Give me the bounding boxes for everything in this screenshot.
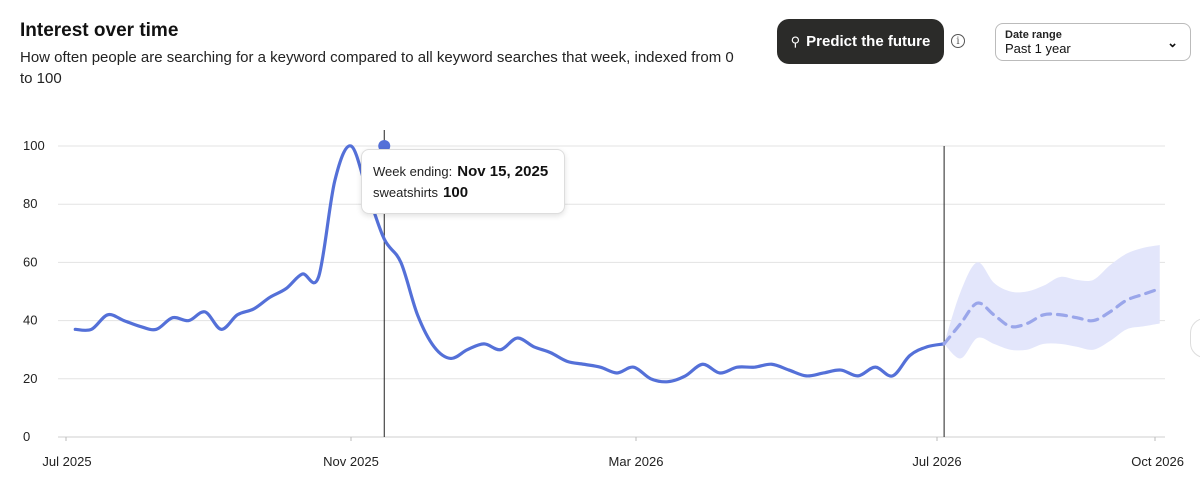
tooltip-keyword: sweatshirts [373,185,439,200]
y-tick-label: 100 [23,138,45,153]
y-tick-label: 40 [23,313,37,328]
lightbulb-icon: ⚲ [790,33,801,49]
y-tick-label: 80 [23,196,37,211]
x-tick-label: Oct 2026 [1131,454,1184,469]
tooltip-value: 100 [443,184,469,201]
x-tick-label: Jul 2025 [42,454,91,469]
page-subtitle: How often people are searching for a key… [20,49,734,87]
predict-future-button[interactable]: ⚲ Predict the future [777,19,944,64]
page-title: Interest over time [20,20,179,41]
predict-future-label: Predict the future [806,33,931,50]
x-tick-label: Mar 2026 [609,454,664,469]
chart-tooltip: Week ending: Nov 15, 2025 sweatshirts 100 [361,149,565,214]
y-tick-label: 20 [23,371,37,386]
chevron-down-icon: ⌄ [1167,35,1178,50]
tooltip-week-value: Nov 15, 2025 [457,163,549,180]
date-range-value: Past 1 year [1005,41,1071,56]
date-range-label: Date range [1005,29,1062,41]
series-line-sweatshirts [73,144,946,384]
x-tick-label: Jul 2026 [912,454,961,469]
x-tick-label: Nov 2025 [323,454,379,469]
series-line-forecast [942,286,1162,346]
y-tick-label: 60 [23,254,37,269]
y-tick-label: 0 [23,429,30,444]
info-icon[interactable]: i [951,34,965,48]
date-range-select[interactable]: Date range Past 1 year ⌄ [995,23,1191,61]
forecast-band [944,244,1160,359]
tooltip-week-label: Week ending: [373,164,453,179]
